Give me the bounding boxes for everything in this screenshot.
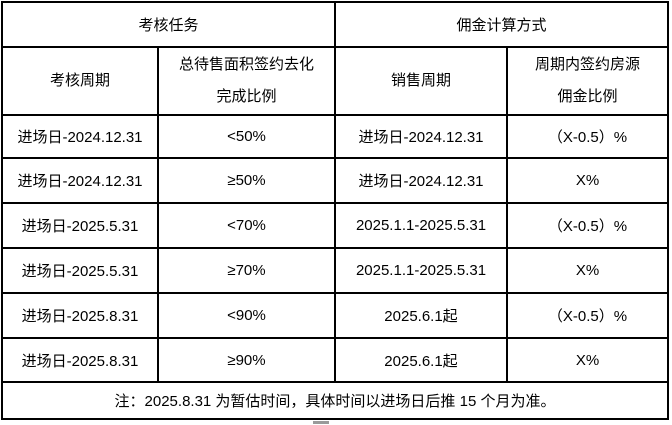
table-cell: 进场日-2025.5.31 bbox=[1, 247, 159, 294]
header-assessment-period: 考核周期 bbox=[1, 46, 159, 116]
screen-artifact bbox=[313, 421, 329, 424]
table-cell: 进场日-2024.12.31 bbox=[334, 114, 508, 159]
table-row: 进场日-2024.12.31 ≥50% 进场日-2024.12.31 X% bbox=[1, 157, 669, 204]
top-header-row: 考核任务 佣金计算方式 bbox=[1, 1, 669, 48]
table-cell: （X-0.5）% bbox=[506, 114, 669, 159]
table-cell: ≥50% bbox=[157, 157, 336, 204]
header-assessment-task: 考核任务 bbox=[1, 1, 336, 48]
table-cell: ≥90% bbox=[157, 337, 336, 383]
header-commission-rate: 周期内签约房源 佣金比例 bbox=[506, 46, 669, 116]
table-cell: 进场日-2025.8.31 bbox=[1, 337, 159, 383]
table-row: 进场日-2024.12.31 <50% 进场日-2024.12.31 （X-0.… bbox=[1, 114, 669, 159]
table-cell: X% bbox=[506, 247, 669, 294]
table-cell: 进场日-2025.8.31 bbox=[1, 292, 159, 339]
table-cell: 进场日-2024.12.31 bbox=[1, 114, 159, 159]
table-cell: 进场日-2024.12.31 bbox=[1, 157, 159, 204]
note-text: 注：2025.8.31 为暂估时间，具体时间以进场日后推 15 个月为准。 bbox=[1, 381, 669, 420]
table-row: 进场日-2025.8.31 ≥90% 2025.6.1起 X% bbox=[1, 337, 669, 383]
table-cell: （X-0.5）% bbox=[506, 292, 669, 339]
table-cell: 2025.1.1-2025.5.31 bbox=[334, 247, 508, 294]
table-cell: <90% bbox=[157, 292, 336, 339]
table-cell: 进场日-2024.12.31 bbox=[334, 157, 508, 204]
header-completion-ratio: 总待售面积签约去化 完成比例 bbox=[157, 46, 336, 116]
table-cell: 2025.6.1起 bbox=[334, 292, 508, 339]
header-commission-method: 佣金计算方式 bbox=[334, 1, 669, 48]
table-row: 进场日-2025.5.31 ≥70% 2025.1.1-2025.5.31 X% bbox=[1, 247, 669, 294]
table-cell: 2025.1.1-2025.5.31 bbox=[334, 202, 508, 249]
table-cell: （X-0.5）% bbox=[506, 202, 669, 249]
table-cell: X% bbox=[506, 337, 669, 383]
table-cell: 2025.6.1起 bbox=[334, 337, 508, 383]
table-cell: <50% bbox=[157, 114, 336, 159]
table-cell: 进场日-2025.5.31 bbox=[1, 202, 159, 249]
note-row: 注：2025.8.31 为暂估时间，具体时间以进场日后推 15 个月为准。 bbox=[1, 381, 669, 420]
table-cell: ≥70% bbox=[157, 247, 336, 294]
table-cell: X% bbox=[506, 157, 669, 204]
table-row: 进场日-2025.8.31 <90% 2025.6.1起 （X-0.5）% bbox=[1, 292, 669, 339]
sub-header-row: 考核周期 总待售面积签约去化 完成比例 销售周期 周期内签约房源 佣金比例 bbox=[1, 46, 669, 116]
table-row: 进场日-2025.5.31 <70% 2025.1.1-2025.5.31 （X… bbox=[1, 202, 669, 249]
table-cell: <70% bbox=[157, 202, 336, 249]
header-sales-period: 销售周期 bbox=[334, 46, 508, 116]
